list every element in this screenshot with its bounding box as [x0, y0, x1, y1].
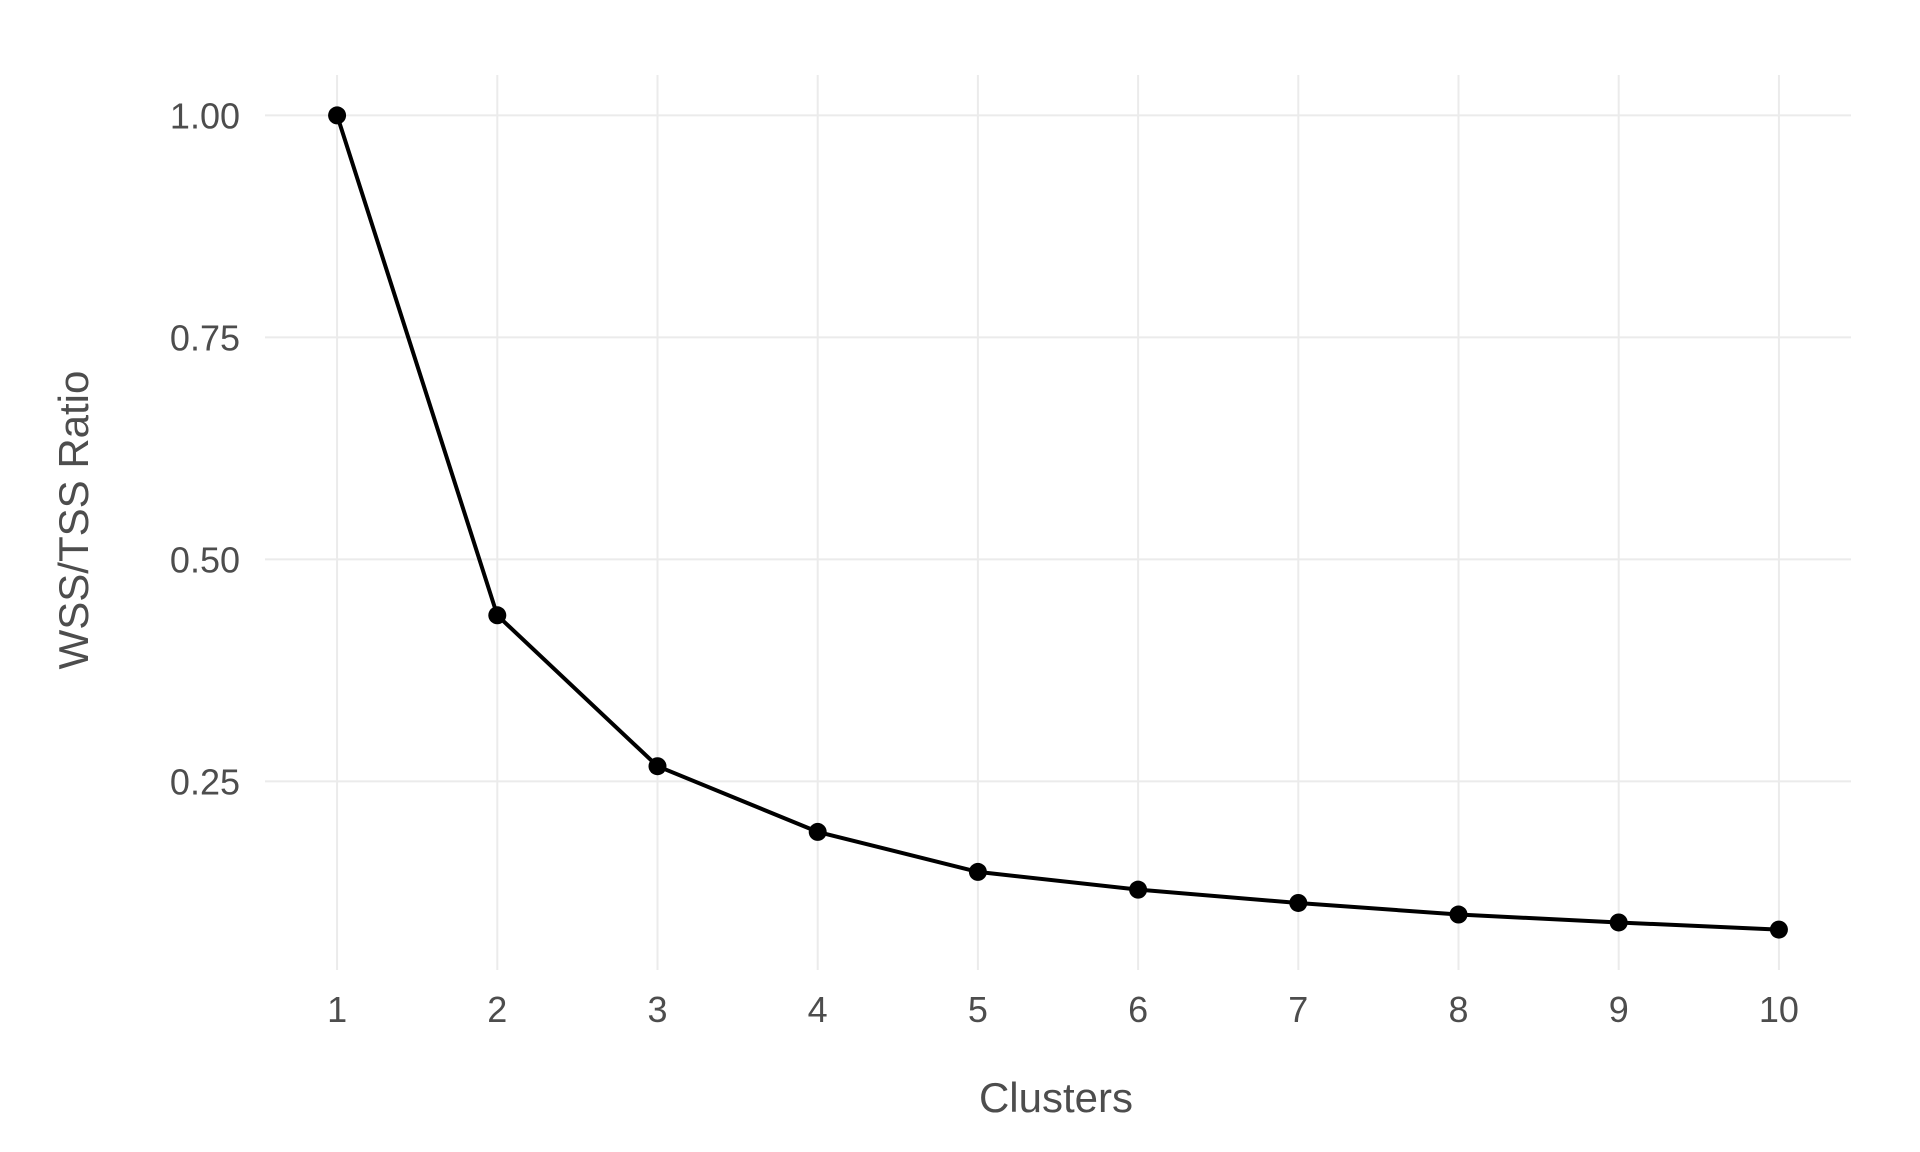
x-axis-ticks: 1 2 3 4 5 6 7 8 9 10 [327, 989, 1799, 1030]
data-point [1609, 913, 1628, 932]
y-tick-label: 0.75 [170, 317, 240, 358]
data-point [1449, 905, 1468, 924]
series-group [328, 106, 1788, 939]
data-point [1129, 880, 1148, 899]
y-axis-title: WSS/TSS Ratio [50, 371, 97, 670]
series-line [335, 114, 1779, 932]
x-tick-label: 8 [1448, 989, 1468, 1030]
x-tick-label: 9 [1609, 989, 1629, 1030]
x-tick-label: 7 [1288, 989, 1308, 1030]
y-axis-ticks: 0.25 0.50 0.75 1.00 [170, 95, 240, 802]
data-point [808, 822, 827, 841]
data-point [328, 106, 347, 125]
x-tick-label: 3 [647, 989, 667, 1030]
data-point [1769, 920, 1788, 939]
data-point [968, 862, 987, 881]
x-tick-label: 6 [1128, 989, 1148, 1030]
grid [265, 75, 1851, 970]
data-point [488, 606, 507, 625]
x-tick-label: 10 [1759, 989, 1799, 1030]
y-tick-label: 1.00 [170, 95, 240, 136]
x-axis-title: Clusters [979, 1074, 1133, 1121]
x-tick-label: 4 [808, 989, 828, 1030]
y-tick-label: 0.50 [170, 539, 240, 580]
y-tick-label: 0.25 [170, 761, 240, 802]
data-point [1289, 893, 1308, 912]
x-tick-label: 1 [327, 989, 347, 1030]
data-point [648, 757, 667, 776]
x-tick-label: 2 [487, 989, 507, 1030]
x-tick-label: 5 [968, 989, 988, 1030]
